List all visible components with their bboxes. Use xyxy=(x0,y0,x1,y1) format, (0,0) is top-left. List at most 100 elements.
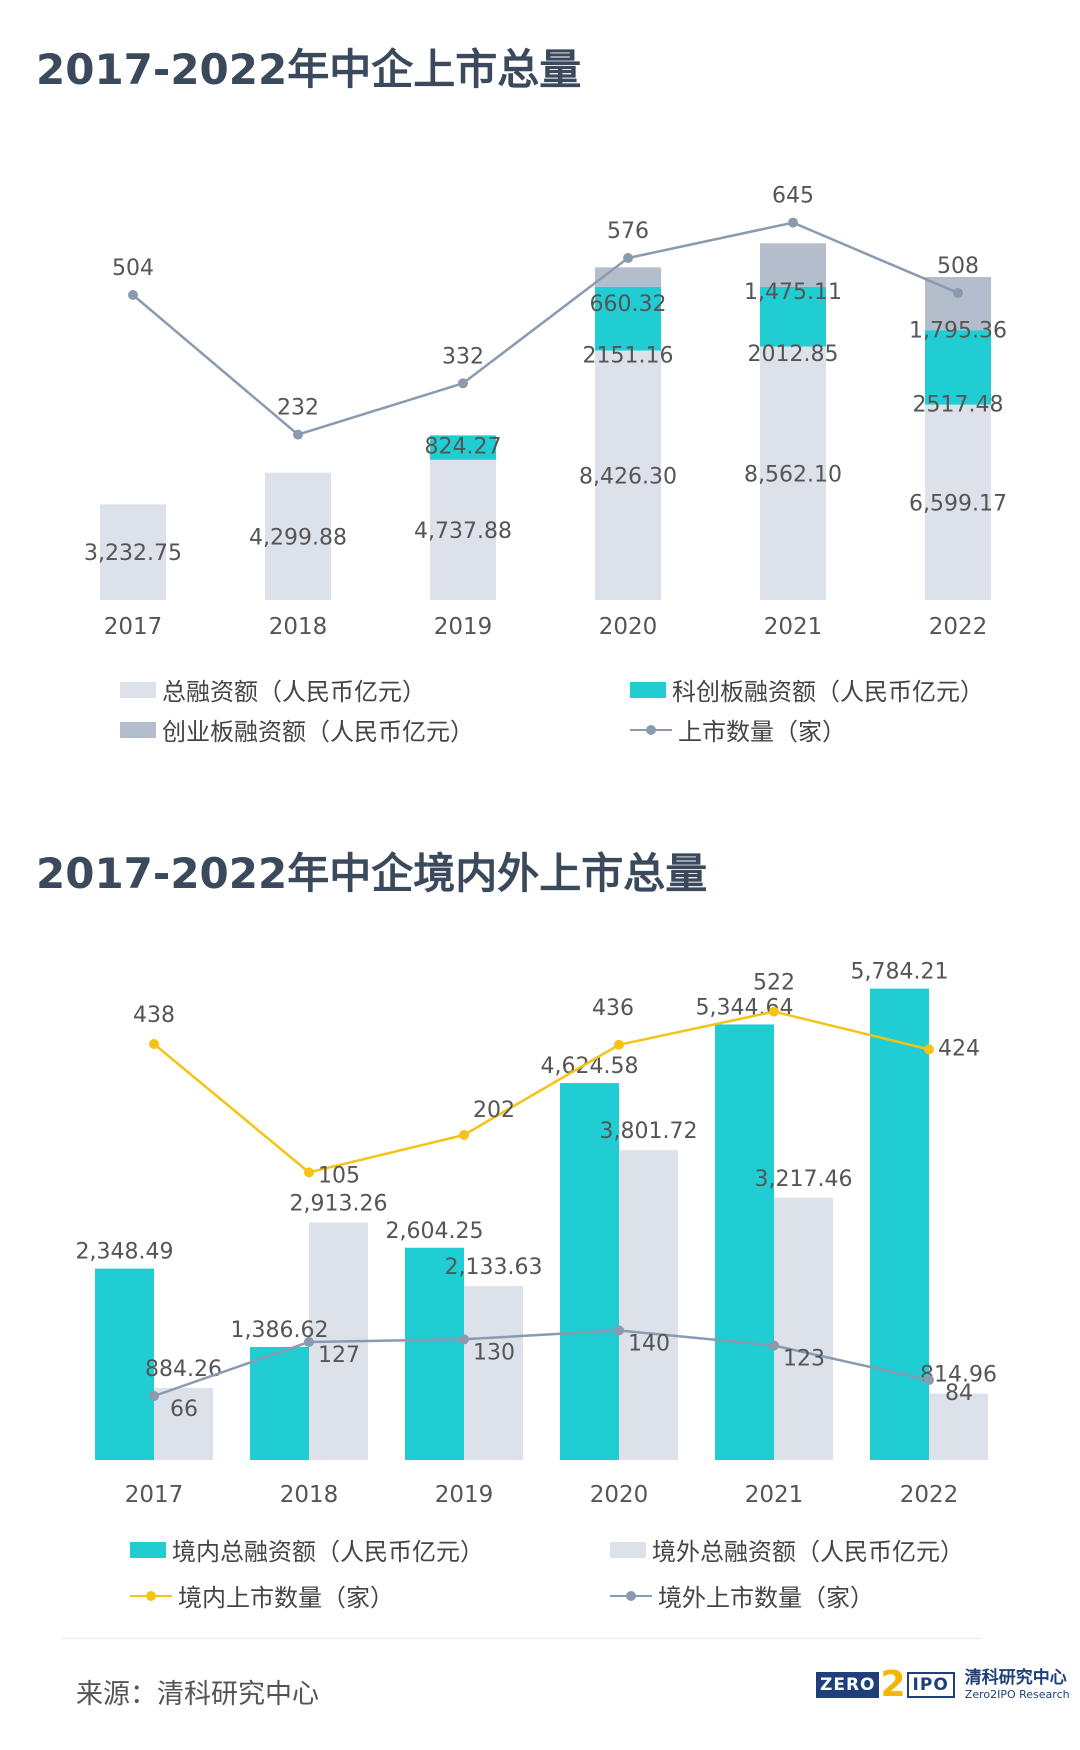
bar-total-2017 xyxy=(100,504,166,600)
legend-swatch-kcb xyxy=(630,681,666,698)
data-label-kcb-2022: 2517.48 xyxy=(913,392,1004,417)
x-tick-label-2019: 2019 xyxy=(435,1482,494,1508)
data-label-count-2020: 576 xyxy=(607,219,649,244)
line-overseas-count xyxy=(153,1329,930,1398)
chart2-plot: 2,348.49 884.26 2017 1,386.62 2,913.26 2018 2,… xyxy=(76,960,997,1508)
data-label-overseas-2022: 814.96 xyxy=(920,1363,997,1388)
bar-domestic-2018 xyxy=(250,1346,309,1460)
bar-total-2022 xyxy=(925,404,991,600)
x-tick-label-2021: 2021 xyxy=(745,1482,804,1508)
logo-en-text: Zero2IPO Research xyxy=(964,1688,1070,1701)
logo-two-text: 2 xyxy=(880,1664,906,1705)
data-label-domestic-2019: 2,604.25 xyxy=(386,1219,484,1244)
legend-label-cyb: 创业板融资额（人民币亿元） xyxy=(162,718,474,746)
data-label-overseas-count-2021: 123 xyxy=(783,1346,825,1371)
legend-swatch-domestic-amount xyxy=(130,1541,166,1558)
point-listing-count-2018 xyxy=(293,429,303,440)
data-label-overseas-count-2022: 84 xyxy=(945,1381,973,1406)
legend-label-kcb: 科创板融资额（人民币亿元） xyxy=(672,678,984,706)
legend-swatch-count xyxy=(630,722,672,738)
point-domestic-count-2019 xyxy=(459,1129,469,1140)
bar-total-2021 xyxy=(760,346,826,600)
data-label-domestic-2017: 2,348.49 xyxy=(76,1240,174,1265)
point-listing-count-2017 xyxy=(128,290,138,300)
legend-item-overseas-amount: 境外总融资额（人民币亿元） xyxy=(610,1532,964,1567)
x-tick-label-2022: 2022 xyxy=(929,614,988,640)
data-label-domestic-count-2022: 424 xyxy=(938,1036,980,1061)
data-label-overseas-2018: 2,913.26 xyxy=(290,1192,388,1217)
data-label-cyb-2020: 660.32 xyxy=(590,292,667,317)
legend-item-kcb: 科创板融资额（人民币亿元） xyxy=(630,672,984,707)
legend-label-count: 上市数量（家） xyxy=(678,718,846,746)
x-tick-label-2017: 2017 xyxy=(104,614,163,640)
data-label-count-2019: 332 xyxy=(442,344,484,369)
data-label-kcb-2021: 2012.85 xyxy=(748,342,839,367)
data-label-cyb-2022: 1,795.36 xyxy=(909,319,1007,344)
legend-label-overseas-count: 境外上市数量（家） xyxy=(658,1584,874,1612)
data-label-domestic-count-2019: 202 xyxy=(473,1098,515,1123)
point-listing-count-2021 xyxy=(788,217,798,228)
data-label-count-2018: 232 xyxy=(277,396,319,421)
data-label-overseas-count-2017: 66 xyxy=(170,1397,198,1422)
point-domestic-count-2018 xyxy=(304,1167,314,1178)
data-label-domestic-2018: 1,386.62 xyxy=(231,1318,329,1343)
bar-overseas-2021 xyxy=(774,1197,833,1460)
bar-domestic-2020 xyxy=(560,1083,619,1460)
point-overseas-count-2021 xyxy=(769,1340,779,1351)
logo-cn-text: 清科研究中心 xyxy=(964,1668,1067,1688)
data-label-count-2017: 504 xyxy=(112,256,154,281)
x-tick-label-2021: 2021 xyxy=(764,614,823,640)
x-tick-label-2018: 2018 xyxy=(280,1482,339,1508)
point-overseas-count-2019 xyxy=(459,1334,469,1345)
data-label-kcb-2020: 2151.16 xyxy=(583,344,674,369)
data-label-count-2022: 508 xyxy=(937,254,979,279)
point-overseas-count-2022 xyxy=(924,1375,934,1386)
legend-label-domestic-amount: 境内总融资额（人民币亿元） xyxy=(172,1538,484,1566)
point-listing-count-2019 xyxy=(458,378,468,389)
bar-total-2018 xyxy=(265,472,331,600)
data-label-overseas-2017: 884.26 xyxy=(145,1357,222,1382)
bar-domestic-2022 xyxy=(870,988,929,1460)
bar-domestic-2021 xyxy=(715,1024,774,1460)
bar-overseas-2017 xyxy=(154,1387,213,1460)
data-label-domestic-count-2018: 105 xyxy=(318,1163,360,1188)
legend-swatch-total xyxy=(120,681,156,698)
point-listing-count-2022 xyxy=(953,287,963,298)
data-label-kcb-2019: 824.27 xyxy=(425,435,502,460)
legend-item-overseas-count: 境外上市数量（家） xyxy=(610,1578,874,1613)
bar-kcb-2022 xyxy=(925,330,991,405)
data-label-total-2018: 4,299.88 xyxy=(249,525,347,550)
data-label-total-2020: 8,426.30 xyxy=(579,464,677,489)
data-label-total-2021: 8,562.10 xyxy=(744,462,842,487)
point-overseas-count-2018 xyxy=(304,1336,314,1347)
data-label-overseas-2019: 2,133.63 xyxy=(445,1255,543,1280)
data-label-cyb-2021: 1,475.11 xyxy=(744,280,842,305)
bar-domestic-2019 xyxy=(405,1247,464,1460)
bar-cyb-2021 xyxy=(760,243,826,287)
legend-swatch-cyb xyxy=(120,721,156,738)
x-tick-label-2019: 2019 xyxy=(434,614,493,640)
bar-cyb-2022 xyxy=(925,277,991,331)
data-label-overseas-count-2019: 130 xyxy=(473,1340,515,1365)
chart1-title: 2017-2022年中企上市总量 xyxy=(36,45,582,94)
x-tick-label-2020: 2020 xyxy=(599,614,658,640)
logo-mark: ZERO 2 IPO xyxy=(816,1664,955,1705)
legend-label-overseas-amount: 境外总融资额（人民币亿元） xyxy=(652,1538,964,1566)
data-label-total-2019: 4,737.88 xyxy=(414,519,512,544)
bar-overseas-2019 xyxy=(464,1286,523,1460)
data-label-domestic-count-2017: 438 xyxy=(133,1003,175,1028)
bar-total-2020 xyxy=(595,350,661,600)
zero2ipo-logo: ZERO 2 IPO 清科研究中心 Zero2IPO Research xyxy=(816,1664,1070,1705)
data-label-overseas-2020: 3,801.72 xyxy=(600,1119,698,1144)
legend-item-total: 总融资额（人民币亿元） xyxy=(120,672,426,707)
point-domestic-count-2017 xyxy=(149,1039,159,1049)
data-label-overseas-count-2020: 140 xyxy=(628,1331,670,1356)
legend-item-count: 上市数量（家） xyxy=(630,712,846,747)
bar-overseas-2022 xyxy=(929,1393,988,1460)
x-tick-label-2017: 2017 xyxy=(125,1482,184,1508)
point-listing-count-2020 xyxy=(623,253,633,264)
bar-cyb-2020 xyxy=(595,267,661,287)
data-label-overseas-count-2018: 127 xyxy=(318,1343,360,1368)
legend-item-cyb: 创业板融资额（人民币亿元） xyxy=(120,712,474,747)
source-note: 来源：清科研究中心 xyxy=(76,1679,319,1710)
